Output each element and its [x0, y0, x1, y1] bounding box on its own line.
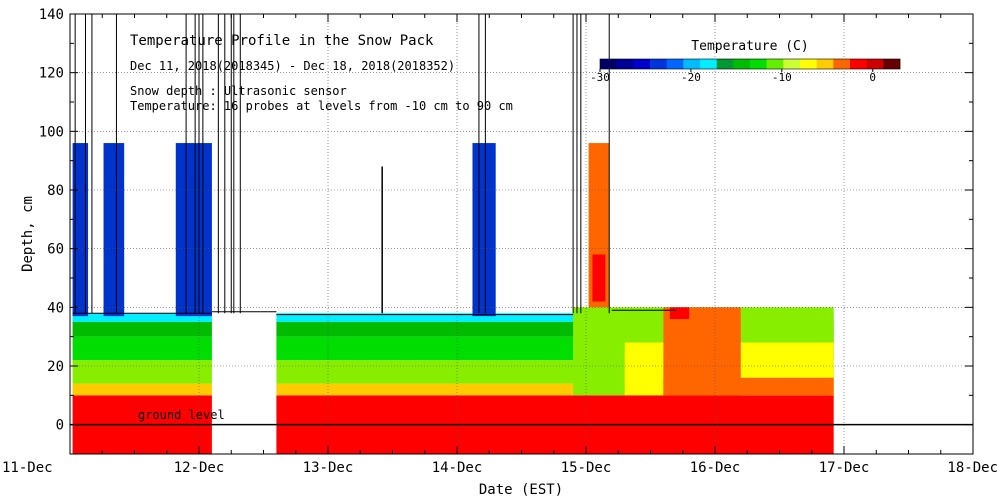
snow-depth-layer	[72, 14, 677, 316]
x-tick-label-5: 16-Dec	[690, 460, 741, 476]
legend-swatch-13	[816, 59, 834, 69]
y-tick-label-0: 0	[56, 418, 64, 434]
y-tick-label-40: 40	[47, 300, 64, 316]
legend-swatch-12	[800, 59, 817, 69]
legend-swatch-3	[650, 59, 667, 69]
legend-swatch-6	[700, 59, 717, 69]
axis-ticks: 0 20 40 60 80 100 120 140 11-Dec 12-Dec 13-Dec 14-D…	[2, 7, 998, 476]
legend-swatch-7	[716, 59, 734, 69]
legend-swatch-15	[850, 59, 867, 69]
band-22-30-0	[72, 336, 212, 361]
chart-title: Temperature Profile in the Snow Pack	[130, 33, 434, 49]
legend-color-bar	[599, 58, 901, 70]
x-tick-label-6: 17-Dec	[819, 460, 870, 476]
y-axis-title: Depth, cm	[20, 196, 36, 272]
y-tick-label-100: 100	[39, 124, 64, 140]
legend-swatch-14	[833, 59, 851, 69]
band-10-14-1	[276, 383, 834, 396]
legend-swatch-8	[733, 59, 751, 69]
x-tick-label-2: 13-Dec	[303, 460, 354, 476]
heatmap-layer	[72, 143, 834, 454]
band-10-14-0	[72, 383, 212, 396]
x-tick-label-3: 14-Dec	[432, 460, 483, 476]
x-tick-label-7: 18-Dec	[947, 460, 998, 476]
temperature-legend: Temperature (C) -30 -20 -10 0	[590, 39, 901, 84]
cold-column-1	[103, 143, 125, 317]
legend-swatch-0	[600, 59, 617, 69]
y-tick-label-80: 80	[47, 183, 64, 199]
warm-tint-orange-low	[663, 377, 834, 396]
legend-tick-label-3: 0	[869, 71, 876, 84]
ground-level-label: ground level	[138, 408, 225, 422]
legend-swatch-4	[666, 59, 684, 69]
legend-swatch-10	[766, 59, 784, 69]
legend-swatch-11	[783, 59, 801, 69]
band-35-38-1	[276, 313, 834, 322]
legend-title: Temperature (C)	[691, 39, 808, 54]
band-14-22-0	[72, 360, 212, 384]
x-axis-title: Date (EST)	[479, 482, 563, 498]
warm-peak	[669, 307, 690, 320]
note-temperature: Temperature: 16 probes at levels from -1…	[130, 99, 513, 113]
legend-swatch-2	[633, 59, 651, 69]
y-tick-label-60: 60	[47, 242, 64, 258]
legend-swatch-5	[683, 59, 701, 69]
y-tick-label-120: 120	[39, 66, 64, 82]
x-tick-label-4: 15-Dec	[561, 460, 612, 476]
band-30-35-0	[72, 322, 212, 337]
legend-frame	[599, 58, 901, 70]
x-tick-label-1: 12-Dec	[174, 460, 225, 476]
y-tick-label-140: 140	[39, 7, 64, 23]
warm-column-core	[592, 254, 606, 302]
legend-tick-label-0: -30	[590, 71, 610, 84]
chart-subtitle: Dec 11, 2018(2018345) - Dec 18, 2018(201…	[130, 59, 455, 73]
legend-swatch-17	[883, 59, 901, 69]
legend-swatch-9	[750, 59, 767, 69]
note-snow-depth: Snow depth : Ultrasonic sensor	[130, 84, 347, 98]
cold-column-2	[175, 143, 212, 317]
legend-ticks: -30 -20 -10 0	[590, 69, 876, 84]
cold-column-0	[72, 143, 89, 317]
legend-tick-label-2: -10	[772, 71, 792, 84]
y-tick-label-20: 20	[47, 359, 64, 375]
legend-swatch-1	[616, 59, 634, 69]
band-35-38-0	[72, 313, 212, 322]
legend-swatch-16	[866, 59, 884, 69]
x-tick-label-0: 11-Dec	[2, 460, 53, 476]
legend-tick-label-1: -20	[681, 71, 701, 84]
cold-column-3	[472, 143, 496, 317]
